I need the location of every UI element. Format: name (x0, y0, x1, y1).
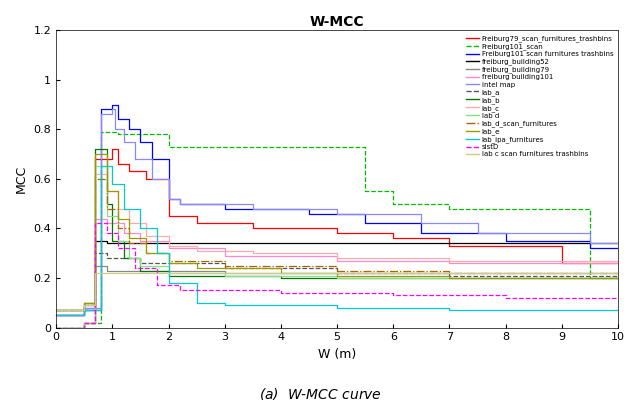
Y-axis label: MCC: MCC (15, 165, 28, 193)
Legend: Freiburg79_scan_furnitures_trashbins, Freiburg101_scan, Freiburg101 scan furnitu: Freiburg79_scan_furnitures_trashbins, Fr… (465, 34, 614, 159)
X-axis label: W (m): W (m) (318, 348, 356, 361)
Text: (a)  $W$-MCC curve: (a) $W$-MCC curve (259, 386, 381, 400)
Title: W-MCC: W-MCC (310, 15, 364, 29)
